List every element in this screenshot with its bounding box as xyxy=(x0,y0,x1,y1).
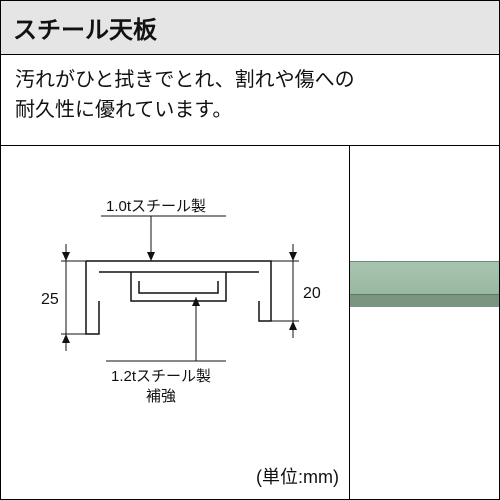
dim-left: 25 xyxy=(41,291,59,308)
label-bottom-steel: 1.2tスチール製 xyxy=(111,368,211,385)
label-reinforce: 補強 xyxy=(146,388,176,405)
dim-right: 20 xyxy=(303,285,321,302)
header-title: スチール天板 xyxy=(13,10,157,45)
header-bar: スチール天板 xyxy=(0,0,500,55)
unit-label: (単位:mm) xyxy=(256,463,339,489)
description-line-2: 耐久性に優れています。 xyxy=(15,95,485,125)
lower-row: 1.0tスチール製 25 xyxy=(0,145,500,500)
photo-cell xyxy=(350,145,500,500)
profile-reinforce xyxy=(131,272,226,301)
description-line-1: 汚れがひと拭きでとれ、割れや傷への xyxy=(15,65,485,95)
description-block: 汚れがひと拭きでとれ、割れや傷への 耐久性に優れています。 xyxy=(0,55,500,145)
steel-board-photo xyxy=(350,261,500,295)
diagram-cell: 1.0tスチール製 25 xyxy=(0,145,350,500)
product-spec-card: スチール天板 汚れがひと拭きでとれ、割れや傷への 耐久性に優れています。 1.0… xyxy=(0,0,500,500)
steel-board-edge xyxy=(350,295,500,307)
label-top-steel: 1.0tスチール製 xyxy=(106,198,206,215)
cross-section-diagram: 1.0tスチール製 25 xyxy=(11,166,341,466)
